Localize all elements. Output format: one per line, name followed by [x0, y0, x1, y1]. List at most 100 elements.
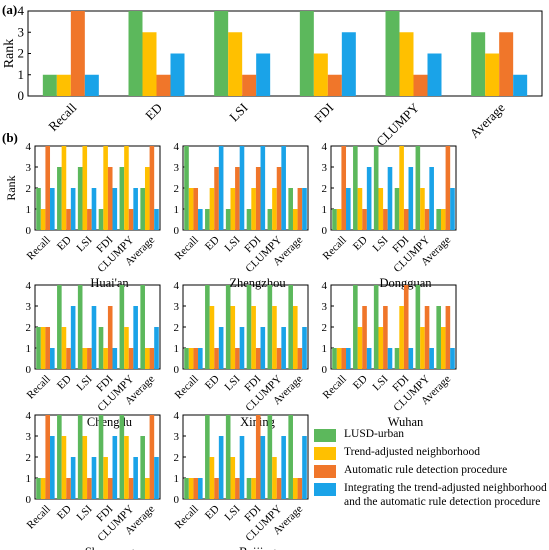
bar-lsi-s0: [225, 285, 231, 369]
bar-average-s0: [288, 415, 293, 499]
x-tick-label: LSI: [370, 234, 390, 254]
y-tick-label: 2: [174, 322, 180, 334]
bar-recall-s2: [70, 11, 85, 96]
y-tick-label: 2: [18, 46, 25, 61]
bar-recall-s1: [336, 348, 342, 369]
legend-label-lusd: LUSD-urban: [344, 428, 405, 440]
bar-ed-s1: [61, 146, 67, 230]
bar-fdi-s2: [403, 209, 409, 230]
bar-lsi-s0: [225, 415, 231, 499]
bar-recall-s3: [198, 209, 203, 230]
bar-ed-s0: [128, 11, 143, 96]
bar-recall-s2: [45, 415, 51, 499]
bar-clumpy-s1: [420, 327, 425, 369]
bar-fdi-s3: [260, 327, 266, 369]
bar-recall-s2: [45, 327, 51, 369]
bar-lsi-s0: [77, 285, 83, 369]
x-tick-label: Recall: [321, 373, 349, 401]
bar-ed-s3: [70, 306, 76, 369]
bar-recall-s2: [45, 146, 51, 230]
bar-ed-s1: [357, 327, 363, 369]
bar-average-s2: [445, 146, 451, 230]
y-tick-label: 3: [26, 431, 32, 443]
y-tick-label: 4: [18, 3, 25, 18]
y-tick-label: 4: [322, 141, 328, 153]
bar-recall-s0: [42, 74, 57, 96]
bar-ed-s2: [362, 209, 367, 230]
bar-recall-s0: [36, 478, 41, 499]
bar-fdi-s2: [107, 167, 113, 230]
bar-clumpy-s2: [128, 478, 134, 499]
bar-average-s1: [485, 53, 500, 96]
bar-recall-s2: [193, 348, 199, 369]
bar-fdi-s3: [341, 32, 356, 96]
bar-recall-s1: [188, 478, 194, 499]
bar-clumpy-s2: [413, 74, 428, 96]
bar-fdi-s1: [399, 146, 404, 230]
bar-average-s2: [297, 348, 303, 369]
bar-ed-s1: [209, 457, 215, 499]
bar-recall-s1: [40, 209, 46, 230]
bar-fdi-s2: [327, 74, 342, 96]
y-tick-label: 1: [322, 343, 328, 355]
y-tick-label: 4: [26, 141, 32, 153]
bar-lsi-s0: [214, 11, 229, 96]
bar-average-s2: [149, 415, 155, 499]
bar-ed-s0: [205, 209, 210, 230]
x-tick-label: Recall: [45, 100, 79, 134]
bar-average-s2: [149, 348, 155, 369]
bar-average-s0: [140, 285, 145, 369]
bar-clumpy-s2: [276, 348, 282, 369]
bar-lsi-s0: [77, 167, 83, 230]
x-tick-label: Recall: [173, 503, 201, 531]
bar-fdi-s0: [246, 209, 252, 230]
y-axis-label: Rank: [4, 175, 18, 200]
bar-clumpy-s1: [124, 436, 129, 499]
y-tick-label: 1: [322, 204, 328, 216]
bar-recall-s0: [36, 188, 41, 230]
bar-clumpy-s3: [429, 348, 434, 369]
bar-clumpy-s2: [276, 478, 282, 499]
x-tick-label: LSI: [222, 234, 242, 254]
bar-average-s1: [292, 478, 298, 499]
bar-ed-s2: [66, 209, 71, 230]
bar-average-s2: [297, 188, 303, 230]
bar-recall-s1: [56, 74, 71, 96]
bar-clumpy-s2: [276, 167, 282, 230]
bar-recall-s1: [40, 478, 46, 499]
x-tick-label: LSI: [74, 503, 94, 523]
x-tick-label: Average: [467, 100, 508, 141]
bar-clumpy-s0: [267, 285, 273, 369]
panel-title: Wuhan: [388, 415, 424, 429]
legend: LUSD-urban Trend-adjusted neighborhood A…: [314, 427, 549, 512]
bar-ed-s3: [366, 348, 372, 369]
bar-average-s0: [471, 32, 486, 96]
bar-clumpy-s1: [272, 457, 277, 499]
x-tick-label: Recall: [25, 373, 53, 401]
bar-fdi-s0: [98, 209, 104, 230]
bar-fdi-s2: [107, 478, 113, 499]
x-tick-label: Recall: [173, 373, 201, 401]
bar-average-s2: [499, 32, 514, 96]
bar-ed-s0: [353, 146, 358, 230]
legend-label-integrated: Integrating the trend-adjusted neighborh…: [344, 482, 547, 508]
bar-lsi-s1: [228, 32, 243, 96]
bar-clumpy-s1: [399, 32, 414, 96]
bar-lsi-s1: [82, 436, 88, 499]
bar-lsi-s1: [378, 327, 384, 369]
x-tick-label: LSI: [370, 373, 390, 393]
bar-lsi-s3: [239, 146, 245, 230]
bar-average-s3: [513, 74, 528, 96]
bar-ed-s0: [205, 285, 210, 369]
legend-swatch-auto: [314, 465, 336, 478]
bar-recall-s3: [84, 74, 99, 96]
y-tick-label: 3: [18, 24, 25, 39]
y-tick-label: 1: [174, 473, 180, 485]
x-tick-label: LSI: [222, 503, 242, 523]
y-tick-label: 0: [26, 364, 32, 376]
bar-recall-s3: [50, 436, 55, 499]
bar-recall-s3: [346, 188, 351, 230]
